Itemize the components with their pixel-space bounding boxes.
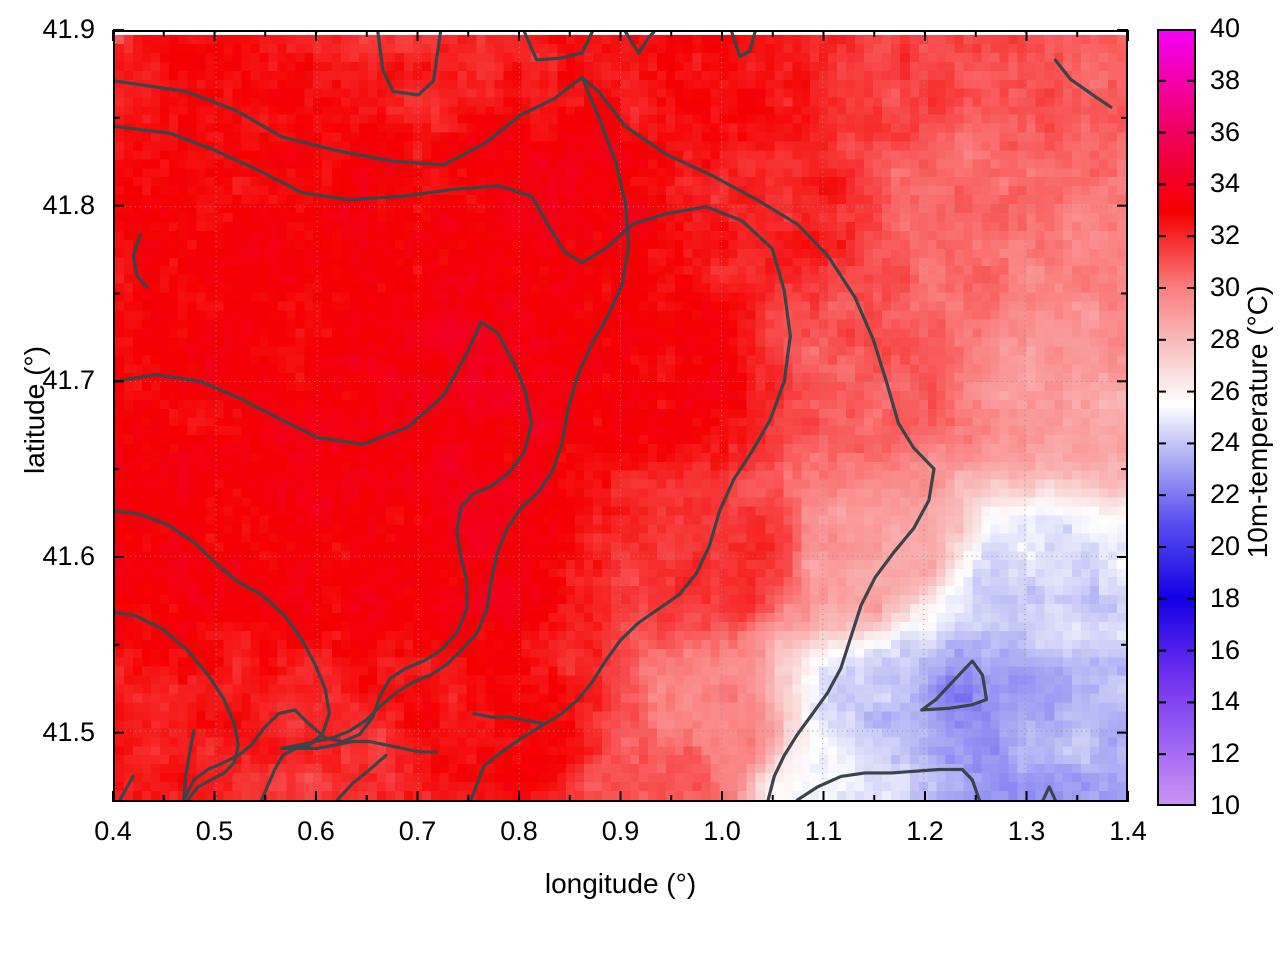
y-tick-label: 41.6	[42, 540, 95, 571]
colorbar-tick-label: 12	[1210, 738, 1241, 769]
x-tick-label: 1.4	[1109, 816, 1147, 846]
colorbar-tick-label: 36	[1210, 116, 1241, 147]
colorbar-tick-label: 32	[1210, 220, 1241, 251]
x-tick-label: 1.2	[906, 816, 944, 846]
colorbar-tick-label: 28	[1210, 323, 1241, 354]
colorbar-tick-label: 20	[1210, 531, 1241, 561]
x-tick-label: 0.4	[94, 816, 132, 846]
y-tick-label: 41.5	[42, 716, 95, 747]
colorbar-tick-label: 18	[1210, 582, 1241, 613]
colorbar-label: 10m-temperature (°C)	[1242, 285, 1273, 559]
y-tick-label: 41.9	[42, 14, 95, 44]
x-tick-label: 0.9	[601, 816, 640, 846]
colorbar	[1157, 29, 1196, 806]
x-tick-label: 0.5	[195, 816, 234, 846]
x-tick-label: 0.6	[297, 816, 335, 846]
plot-area	[113, 30, 1128, 802]
colorbar-tick-label: 38	[1210, 64, 1241, 95]
colorbar-tick-label: 14	[1210, 686, 1241, 717]
y-axis-label: latitude (°)	[19, 346, 50, 474]
colorbar-gradient	[1159, 31, 1194, 804]
colorbar-tick-label: 26	[1210, 375, 1241, 406]
x-axis-label: longitude (°)	[544, 868, 697, 899]
colorbar-tick-label: 24	[1210, 427, 1241, 458]
colorbar-tick-label: 30	[1210, 272, 1241, 302]
colorbar-tick-label: 40	[1210, 13, 1241, 43]
colorbar-tick-label: 34	[1210, 168, 1241, 199]
y-tick-label: 41.7	[42, 365, 95, 396]
y-tick-label: 41.8	[42, 189, 95, 220]
x-tick-label: 0.7	[398, 816, 437, 846]
colorbar-tick-label: 22	[1210, 479, 1241, 510]
contour-lines	[115, 32, 1113, 800]
x-tick-label: 0.8	[500, 816, 538, 846]
colorbar-tick-label: 10	[1210, 790, 1241, 820]
x-tick-label: 1.0	[703, 816, 741, 846]
colorbar-tick-label: 16	[1210, 634, 1241, 665]
x-tick-label: 1.3	[1007, 816, 1046, 846]
x-tick-label: 1.1	[804, 816, 843, 846]
